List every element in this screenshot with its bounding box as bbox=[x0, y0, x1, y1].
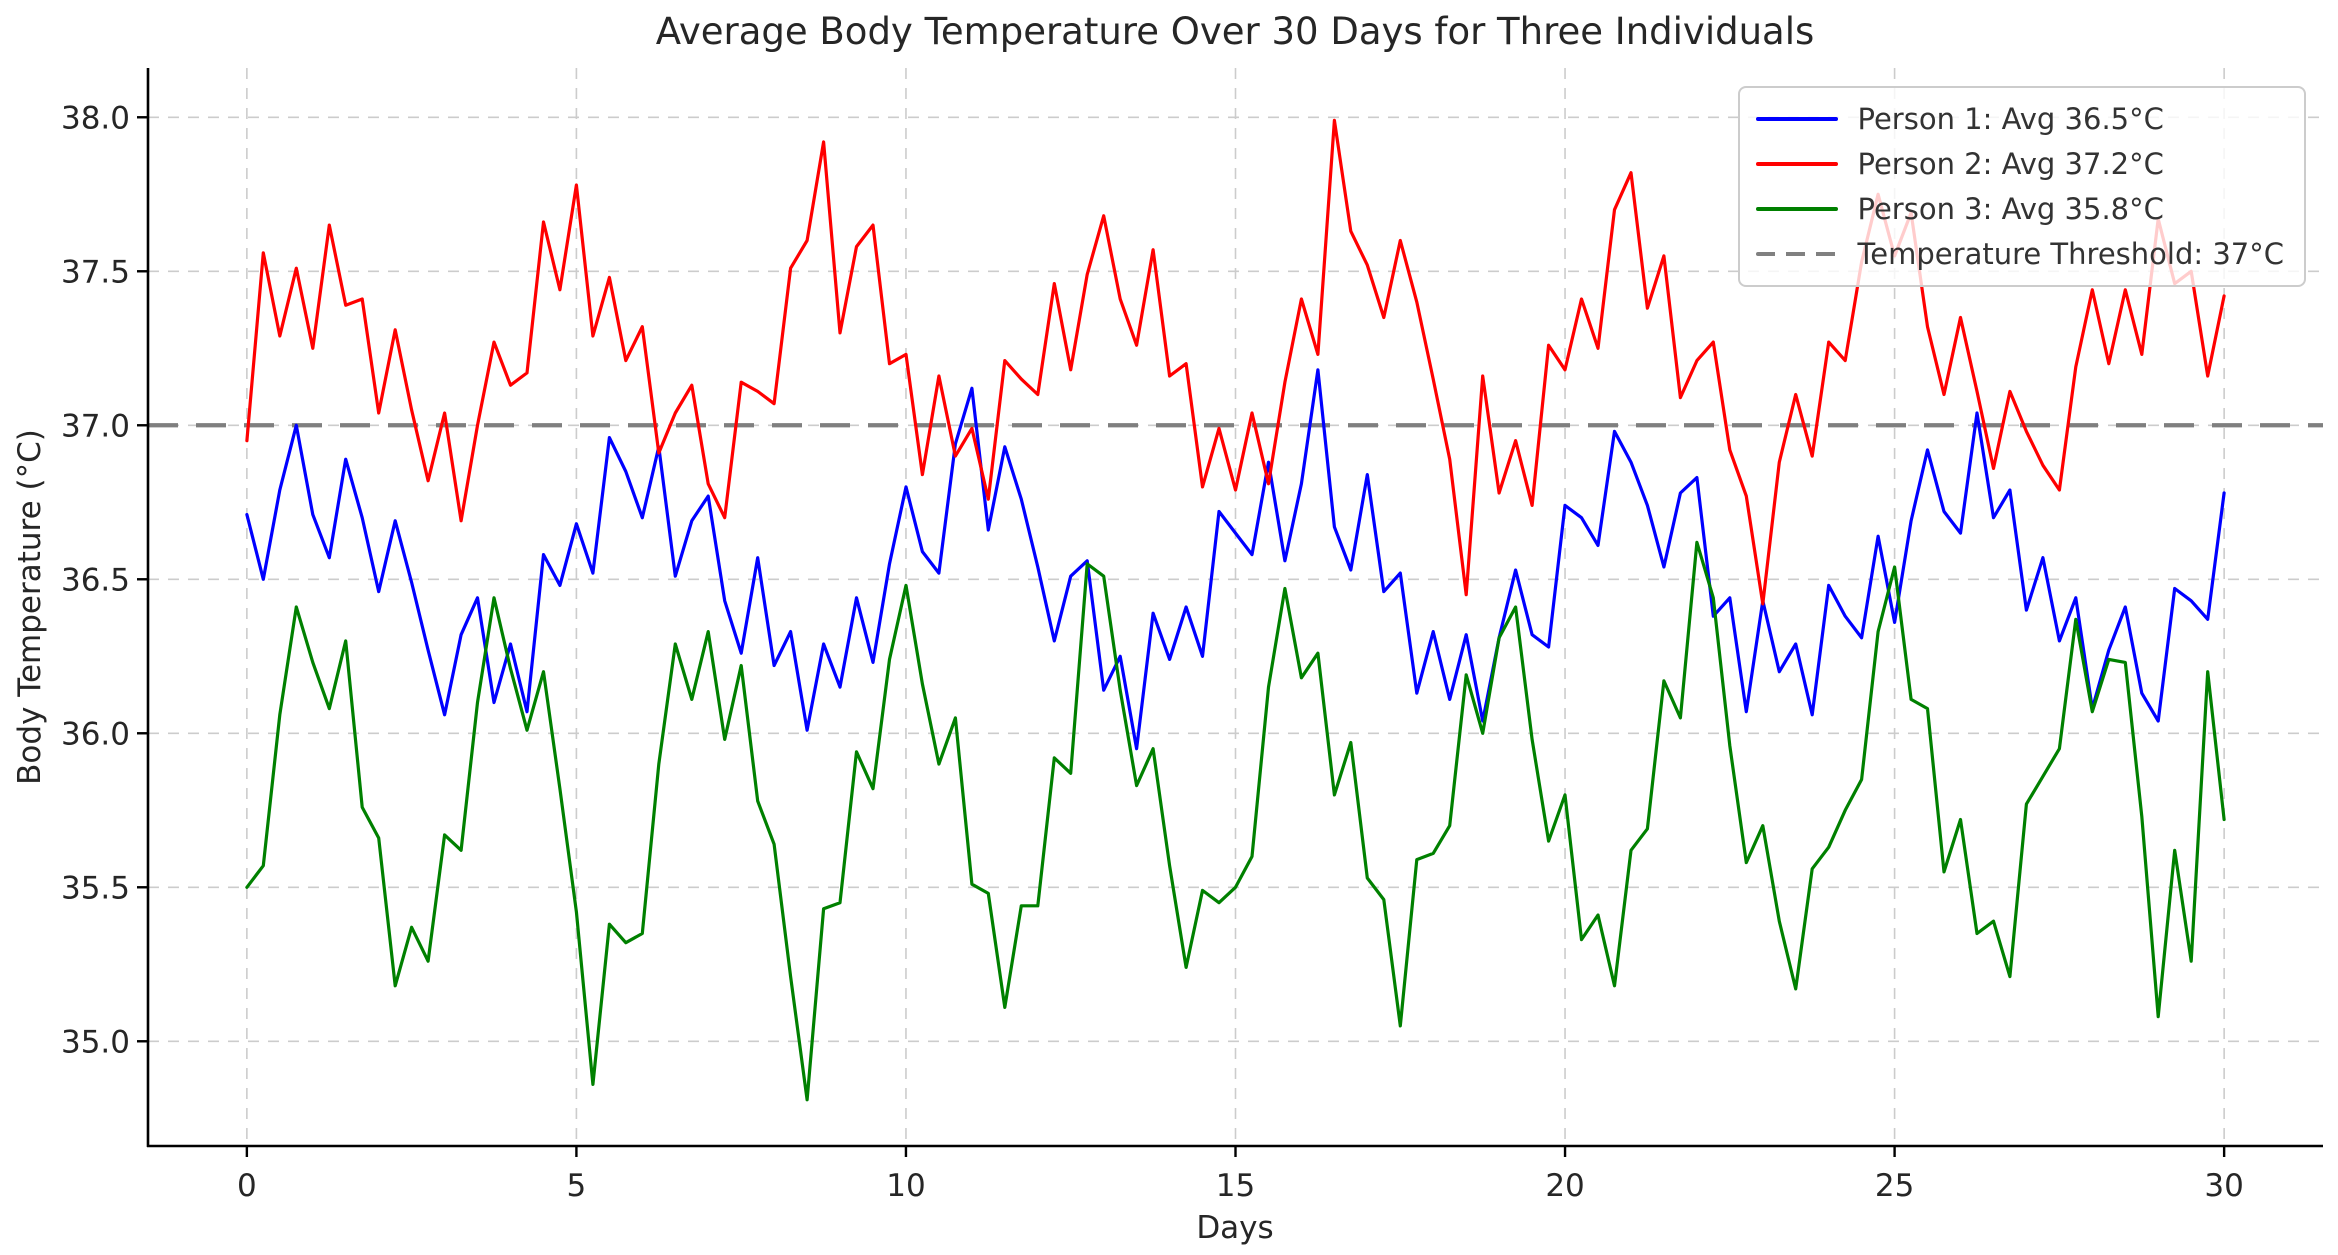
x-tick-label-5: 5 bbox=[567, 1168, 587, 1204]
x-tick-label-30: 30 bbox=[2204, 1168, 2243, 1204]
legend-label-threshold: Temperature Threshold: 37°C bbox=[1857, 237, 2284, 271]
legend-line-person-2 bbox=[1755, 162, 1838, 166]
series-line-person-3 bbox=[245, 540, 2226, 1102]
x-tick-label-20: 20 bbox=[1545, 1168, 1584, 1204]
x-tick-label-25: 25 bbox=[1875, 1168, 1914, 1204]
legend: Person 1: Avg 36.5°C Person 2: Avg 37.2°… bbox=[1737, 86, 2306, 287]
y-tick-label-35: 35.0 bbox=[61, 1024, 130, 1060]
legend-entry-person-1: Person 1: Avg 36.5°C bbox=[1755, 102, 2284, 136]
legend-entry-person-3: Person 3: Avg 35.8°C bbox=[1755, 192, 2284, 226]
x-tick-label-0: 0 bbox=[237, 1168, 257, 1204]
legend-entry-person-2: Person 2: Avg 37.2°C bbox=[1755, 147, 2284, 181]
y-tick-label-37: 37.0 bbox=[61, 408, 130, 444]
legend-line-person-3 bbox=[1755, 207, 1838, 211]
chart-title: Average Body Temperature Over 30 Days fo… bbox=[655, 10, 1815, 53]
legend-label-person-3: Person 3: Avg 35.8°C bbox=[1857, 192, 2164, 226]
legend-entry-threshold: Temperature Threshold: 37°C bbox=[1755, 237, 2284, 271]
y-tick-label-38: 38.0 bbox=[61, 100, 130, 136]
y-tick-label-36.5: 36.5 bbox=[61, 562, 130, 598]
legend-label-person-1: Person 1: Avg 36.5°C bbox=[1857, 102, 2164, 136]
y-axis-label: Body Temperature (°C) bbox=[12, 429, 48, 785]
x-tick-label-15: 15 bbox=[1216, 1168, 1255, 1204]
legend-line-person-1 bbox=[1755, 117, 1838, 121]
y-tick-label-35.5: 35.5 bbox=[61, 870, 130, 906]
x-tick-label-10: 10 bbox=[886, 1168, 925, 1204]
x-axis-label: Days bbox=[1196, 1210, 1274, 1246]
y-tick-label-37.5: 37.5 bbox=[61, 254, 130, 290]
legend-line-threshold-dashed bbox=[1755, 252, 1838, 256]
legend-label-person-2: Person 2: Avg 37.2°C bbox=[1857, 147, 2164, 181]
y-tick-label-36: 36.0 bbox=[61, 716, 130, 752]
series-line-person-1 bbox=[245, 368, 2226, 751]
